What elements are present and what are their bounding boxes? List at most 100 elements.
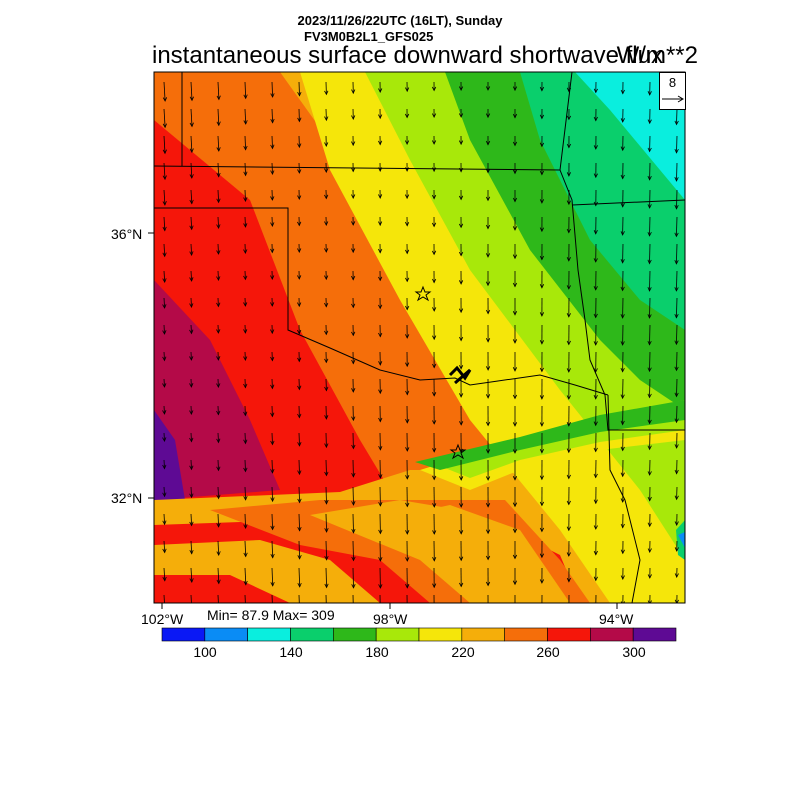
wind-vector-arrow — [512, 298, 518, 316]
wind-vector-arrow — [593, 162, 598, 179]
wind-vector-arrow — [566, 216, 571, 234]
axis-ticks — [148, 232, 618, 609]
state-border-line — [154, 207, 609, 396]
wind-vector-arrow — [378, 189, 383, 199]
wind-vector-arrow — [512, 190, 518, 203]
wind-vector-arrow — [432, 378, 437, 397]
wind-vector-arrow — [216, 189, 221, 204]
wind-vector-arrow — [566, 459, 571, 480]
wind-vector-arrow — [243, 459, 248, 473]
wind-vector-arrow — [404, 216, 410, 227]
wind-vector-arrow — [162, 243, 167, 258]
wind-vector-arrow — [270, 486, 275, 503]
wind-vector-arrow — [189, 567, 194, 584]
wind-vector-arrow — [647, 351, 652, 373]
wind-vector-arrow — [593, 81, 598, 94]
wind-vector-arrow — [243, 135, 248, 151]
wind-vector-arrow — [620, 459, 625, 478]
wind-vector-arrow — [539, 540, 545, 559]
wind-vector-arrow — [162, 297, 167, 309]
wind-vector-arrow — [243, 486, 248, 501]
wind-vector-arrow — [512, 514, 518, 534]
wind-vector-arrow — [432, 567, 437, 589]
wind-vector-arrow — [404, 108, 410, 119]
wind-vector-arrow — [433, 594, 435, 603]
wind-vector-arrow — [566, 540, 571, 557]
wind-vector-arrow — [620, 513, 625, 529]
wind-vector-arrow — [270, 216, 275, 228]
colorbar-label: 300 — [622, 644, 646, 660]
model-name-title: FV3M0B2L1_GFS025 — [304, 29, 434, 44]
wind-vector-arrow — [566, 297, 571, 318]
city-marker-star — [414, 285, 432, 302]
wind-vector-arrow — [405, 405, 410, 424]
wind-vector-arrow — [189, 243, 194, 257]
wind-vector-arrow — [378, 135, 383, 146]
wind-vector-arrow — [297, 432, 302, 447]
wind-vector-arrow — [620, 432, 625, 452]
colorbar-label: 180 — [365, 644, 389, 660]
wind-vector-arrow — [378, 216, 383, 227]
wind-vector-arrow — [512, 109, 518, 119]
flux-band-red — [154, 575, 290, 603]
wind-vector-arrow — [674, 297, 679, 319]
wind-vector-arrow — [620, 162, 625, 180]
wind-vector-arrow — [324, 459, 329, 477]
wind-vector-arrow — [431, 216, 437, 228]
wind-vector-arrow — [647, 378, 652, 399]
wind-vector-arrow — [512, 325, 518, 344]
wind-vector-arrow — [458, 243, 464, 257]
wind-vector-arrow — [405, 297, 410, 311]
wind-vector-arrow — [270, 135, 275, 150]
wind-vector-arrow — [162, 189, 167, 206]
wind-vector-arrow — [405, 567, 410, 589]
wind-vector-arrow — [189, 432, 194, 443]
wind-vector-arrow — [620, 540, 625, 555]
wind-vector-arrow — [674, 405, 679, 424]
wind-vector-arrow — [405, 513, 410, 535]
wind-vector-arrow — [568, 594, 570, 603]
wind-vector-arrow — [351, 567, 356, 589]
wind-vector-arrow — [620, 405, 625, 426]
wind-vector-arrow — [620, 324, 625, 346]
wind-vector-arrow — [404, 189, 410, 200]
wind-vector-arrow — [378, 378, 383, 395]
wind-vector-arrow — [243, 567, 248, 586]
wind-vector-arrow — [485, 190, 491, 202]
wind-vector-arrow — [351, 270, 356, 281]
wind-vector-arrow — [324, 189, 329, 200]
wind-vector-arrow — [593, 297, 598, 319]
wind-vector-arrow — [593, 189, 598, 207]
wind-vector-arrow — [351, 324, 356, 337]
wind-vector-arrow — [566, 405, 571, 427]
wind-vector-arrow — [539, 270, 545, 289]
wind-vector-arrow — [189, 108, 194, 128]
wind-vector-arrow — [431, 189, 437, 200]
wind-vector-arrow — [297, 378, 302, 391]
wind-vector-arrow — [432, 432, 437, 453]
wind-vector-arrow — [620, 378, 625, 400]
wind-vector-arrow — [485, 486, 491, 508]
wind-vector-arrow — [216, 270, 221, 282]
wind-vector-arrow — [216, 243, 221, 255]
wind-vector-field — [162, 81, 679, 603]
flux-band-cyan — [575, 72, 685, 200]
wind-vector-arrow — [431, 243, 437, 256]
wind-vector-arrow — [216, 540, 221, 557]
wind-vector-arrow — [459, 324, 464, 342]
wind-vector-arrow — [566, 162, 571, 177]
wind-vector-arrow — [674, 189, 679, 210]
wind-vector-arrow — [243, 162, 248, 177]
wind-vector-arrow — [378, 405, 383, 423]
wind-vector-arrow — [674, 567, 679, 579]
wind-vector-arrow — [270, 270, 275, 281]
wind-vector-arrow — [674, 324, 679, 346]
wind-vector-arrow — [647, 189, 652, 209]
wind-vector-arrow — [620, 243, 625, 264]
wind-vector-arrow — [243, 189, 248, 203]
wind-vector-arrow — [162, 324, 167, 335]
wind-vector-arrow — [512, 244, 518, 260]
wind-vector-arrow — [620, 108, 625, 123]
wind-vector-arrow — [405, 324, 410, 339]
wind-vector-arrow — [458, 216, 464, 229]
